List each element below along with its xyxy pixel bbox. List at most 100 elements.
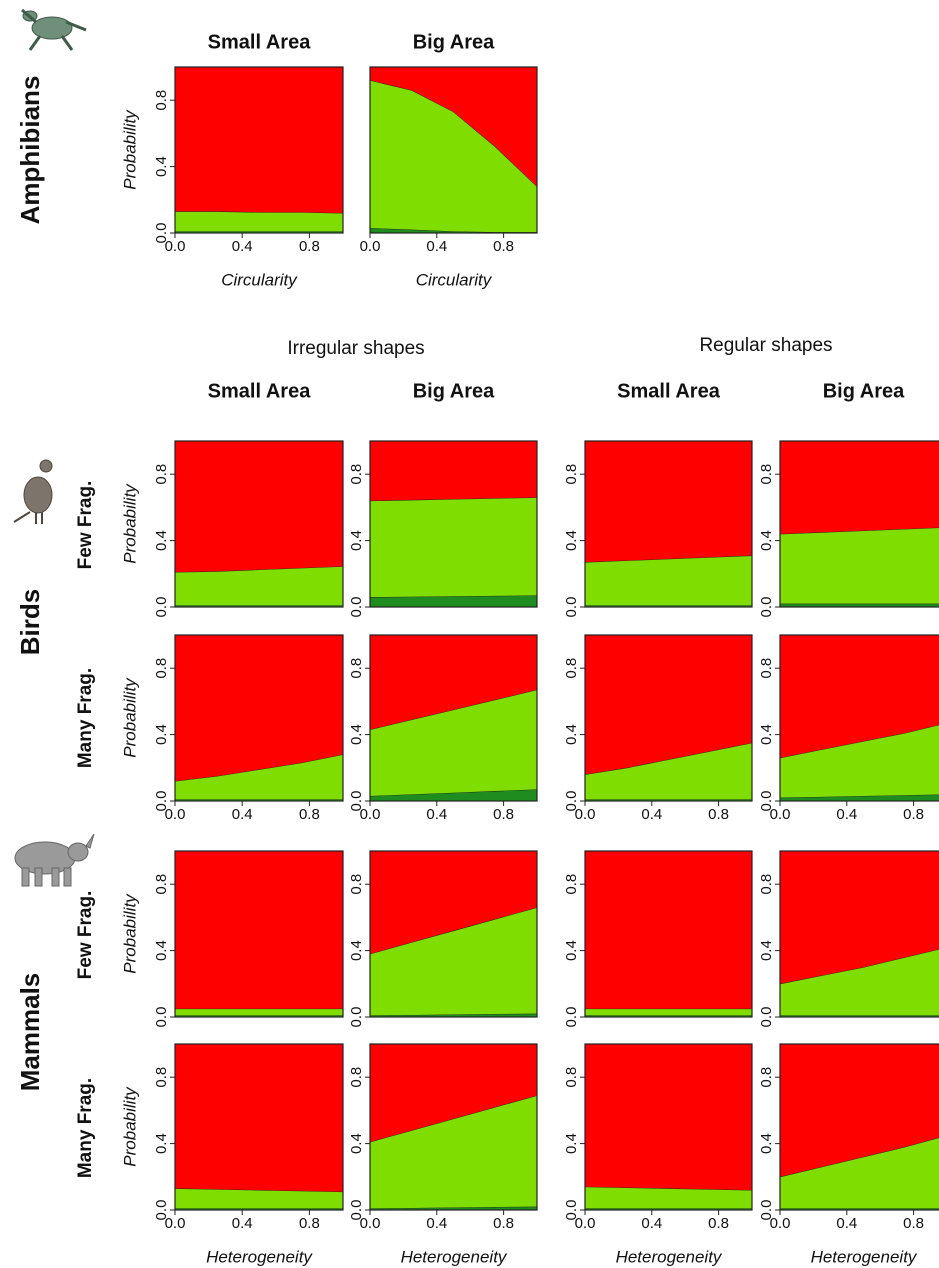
y-tick-label: 0.8 (153, 464, 170, 485)
sub-row-label: Few Frag. (75, 481, 96, 570)
panel-title: Small Area (208, 380, 312, 402)
x-axis-label: Heterogeneity (401, 1247, 508, 1266)
y-axis-label: Probability (120, 893, 139, 974)
sub-row-label: Many Frag. (75, 668, 96, 768)
page: Amphibians Birds Mammals Few Frag. Many … (0, 0, 939, 1268)
y-tick-label: 0.8 (563, 658, 580, 679)
area-band (370, 441, 537, 501)
y-tick-label: 0.0 (348, 791, 365, 812)
y-axis-label: Probability (120, 109, 139, 190)
x-axis-label: Heterogeneity (811, 1247, 918, 1266)
x-tick-label: 0.8 (708, 1215, 729, 1232)
y-tick-label: 0.4 (758, 724, 775, 745)
x-tick-label: 0.8 (708, 806, 729, 823)
x-tick-label: 0.8 (299, 806, 320, 823)
area-band (780, 441, 939, 534)
x-axis-label: Circularity (416, 270, 493, 289)
y-tick-label: 0.0 (153, 223, 170, 244)
rhino-icon (15, 834, 94, 886)
x-tick-label: 0.4 (836, 806, 857, 823)
x-tick-label: 0.4 (426, 1215, 447, 1232)
frog-icon (22, 10, 86, 50)
y-axis-label: Probability (120, 1086, 139, 1167)
y-tick-label: 0.0 (563, 1007, 580, 1028)
y-tick-label: 0.0 (758, 1200, 775, 1221)
sub-row-label: Many Frag. (75, 1078, 96, 1178)
y-tick-label: 0.8 (153, 90, 170, 111)
area-band (175, 851, 343, 1009)
y-tick-label: 0.8 (153, 658, 170, 679)
area-band (175, 441, 343, 572)
column-group-label: Irregular shapes (287, 338, 424, 359)
y-tick-label: 0.4 (563, 1133, 580, 1154)
x-tick-label: 0.4 (232, 1215, 253, 1232)
row-label: Mammals (15, 973, 45, 1092)
y-tick-label: 0.8 (758, 1067, 775, 1088)
area-band (585, 851, 752, 1009)
area-band (175, 566, 343, 605)
y-tick-label: 0.4 (758, 530, 775, 551)
area-band (780, 527, 939, 603)
y-tick-label: 0.4 (758, 1133, 775, 1154)
y-tick-label: 0.0 (563, 791, 580, 812)
x-tick-label: 0.4 (836, 1215, 857, 1232)
y-tick-label: 0.4 (153, 530, 170, 551)
column-group-label: Regular shapes (699, 335, 832, 356)
y-tick-label: 0.0 (348, 1200, 365, 1221)
y-tick-label: 0.4 (153, 156, 170, 177)
y-tick-label: 0.4 (563, 940, 580, 961)
area-band (585, 441, 752, 562)
area-band (370, 497, 537, 597)
y-tick-label: 0.8 (563, 874, 580, 895)
y-tick-label: 0.8 (348, 464, 365, 485)
y-tick-label: 0.4 (348, 940, 365, 961)
x-tick-label: 0.4 (426, 806, 447, 823)
y-tick-label: 0.0 (348, 1007, 365, 1028)
y-tick-label: 0.8 (758, 874, 775, 895)
x-axis-label: Heterogeneity (616, 1247, 723, 1266)
area-band (175, 1009, 343, 1016)
panel-title: Big Area (413, 380, 495, 402)
x-tick-label: 0.8 (493, 1215, 514, 1232)
y-tick-label: 0.0 (153, 1007, 170, 1028)
y-tick-label: 0.4 (348, 724, 365, 745)
y-tick-label: 0.8 (563, 1067, 580, 1088)
area-band (585, 556, 752, 606)
x-tick-label: 0.8 (903, 806, 924, 823)
area-band (175, 211, 343, 231)
panel-title: Big Area (413, 31, 495, 53)
x-tick-label: 0.4 (232, 806, 253, 823)
y-tick-label: 0.0 (563, 1200, 580, 1221)
y-tick-label: 0.0 (758, 1007, 775, 1028)
area-band (175, 1044, 343, 1192)
panel-title: Big Area (823, 380, 905, 402)
row-label: Birds (15, 589, 45, 655)
y-tick-label: 0.4 (563, 530, 580, 551)
y-axis-label: Probability (120, 483, 139, 564)
y-tick-label: 0.8 (348, 874, 365, 895)
x-tick-label: 0.8 (299, 1215, 320, 1232)
y-tick-label: 0.0 (348, 597, 365, 618)
y-tick-label: 0.4 (153, 940, 170, 961)
bird-icon (14, 460, 52, 524)
y-tick-label: 0.0 (758, 791, 775, 812)
y-tick-label: 0.4 (153, 1133, 170, 1154)
x-tick-label: 0.0 (360, 238, 381, 255)
x-tick-label: 0.4 (232, 238, 253, 255)
x-tick-label: 0.4 (426, 238, 447, 255)
y-tick-label: 0.8 (153, 1067, 170, 1088)
panel-title: Small Area (617, 380, 721, 402)
y-tick-label: 0.0 (758, 597, 775, 618)
x-axis-label: Heterogeneity (206, 1247, 313, 1266)
y-tick-label: 0.8 (758, 464, 775, 485)
area-band (175, 67, 343, 213)
y-tick-label: 0.4 (348, 1133, 365, 1154)
panel-title: Small Area (208, 31, 312, 53)
area-band (585, 1009, 752, 1016)
y-tick-label: 0.8 (153, 874, 170, 895)
x-tick-label: 0.8 (903, 1215, 924, 1232)
y-tick-label: 0.8 (348, 1067, 365, 1088)
y-tick-label: 0.0 (153, 597, 170, 618)
figure: Amphibians Birds Mammals Few Frag. Many … (0, 0, 939, 1268)
y-tick-label: 0.4 (153, 724, 170, 745)
